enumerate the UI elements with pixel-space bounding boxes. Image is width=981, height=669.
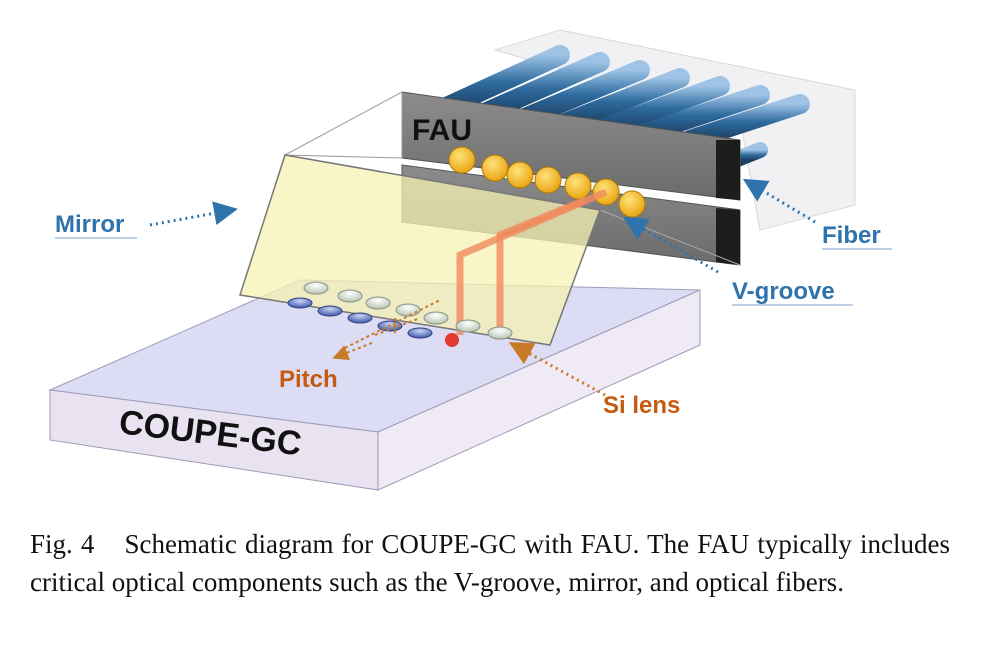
si-lens (455, 319, 481, 333)
fau-label: FAU (412, 114, 472, 147)
fiber-label: Fiber (822, 222, 881, 249)
mirror (239, 91, 741, 346)
pitch-guide-3 (374, 317, 421, 336)
grating-coupler (407, 327, 433, 339)
si-lens (487, 326, 513, 340)
vgroove-label: V-groove (732, 278, 835, 305)
fau-end-bottom (716, 208, 740, 265)
grating-coupler (287, 297, 313, 309)
fiber-core (564, 172, 592, 200)
pitch-label: Pitch (279, 366, 338, 393)
annotations (149, 178, 816, 397)
si-lens (303, 281, 329, 295)
fiber-core (448, 146, 476, 174)
mirror-label: Mirror (55, 211, 124, 238)
light-beams (445, 188, 608, 347)
pitch-arrow (332, 342, 373, 361)
fiber-core (534, 166, 562, 194)
caption-text: Schematic diagram for COUPE-GC with FAU.… (30, 529, 950, 597)
si-lens (365, 296, 391, 310)
grating-coupler (347, 312, 373, 324)
mirror-edge-top (284, 91, 403, 156)
fiber-arrow (742, 178, 816, 224)
beam-spot (445, 333, 459, 347)
beam-2 (456, 188, 608, 335)
si-lens (395, 303, 421, 317)
fiber-core (506, 161, 534, 189)
si-lens (337, 289, 363, 303)
fiber-7 (680, 94, 810, 150)
fau-end-top (716, 140, 740, 200)
figure-caption: Fig. 4 Schematic diagram for COUPE-GC wit… (30, 525, 950, 601)
si-lens (423, 311, 449, 325)
si-lens-label: Si lens (603, 392, 680, 419)
mirror-arrow (149, 201, 238, 227)
figure-number: Fig. 4 (30, 529, 95, 559)
grating-coupler (317, 305, 343, 317)
fiber-core (481, 154, 509, 182)
mirror-face (239, 154, 602, 346)
chip-side-face (377, 289, 701, 491)
fiber-core (618, 190, 646, 218)
coupe-gc-schematic: FAU (48, 29, 892, 491)
